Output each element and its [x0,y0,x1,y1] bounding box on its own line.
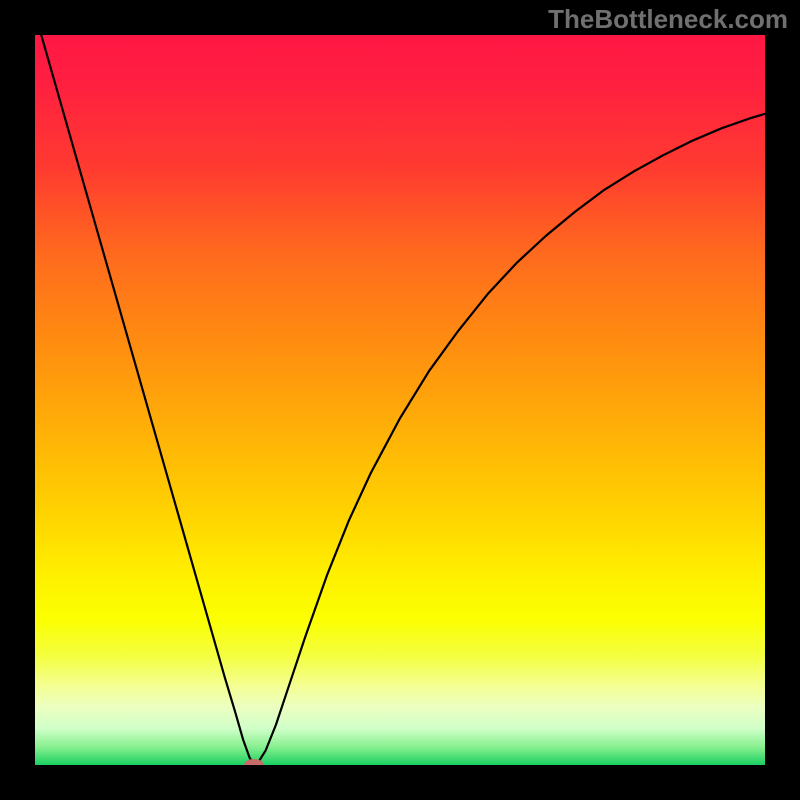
watermark-label: TheBottleneck.com [548,4,788,35]
chart-container: TheBottleneck.com [0,0,800,800]
plot-area [35,35,765,765]
plot-svg [35,35,765,765]
